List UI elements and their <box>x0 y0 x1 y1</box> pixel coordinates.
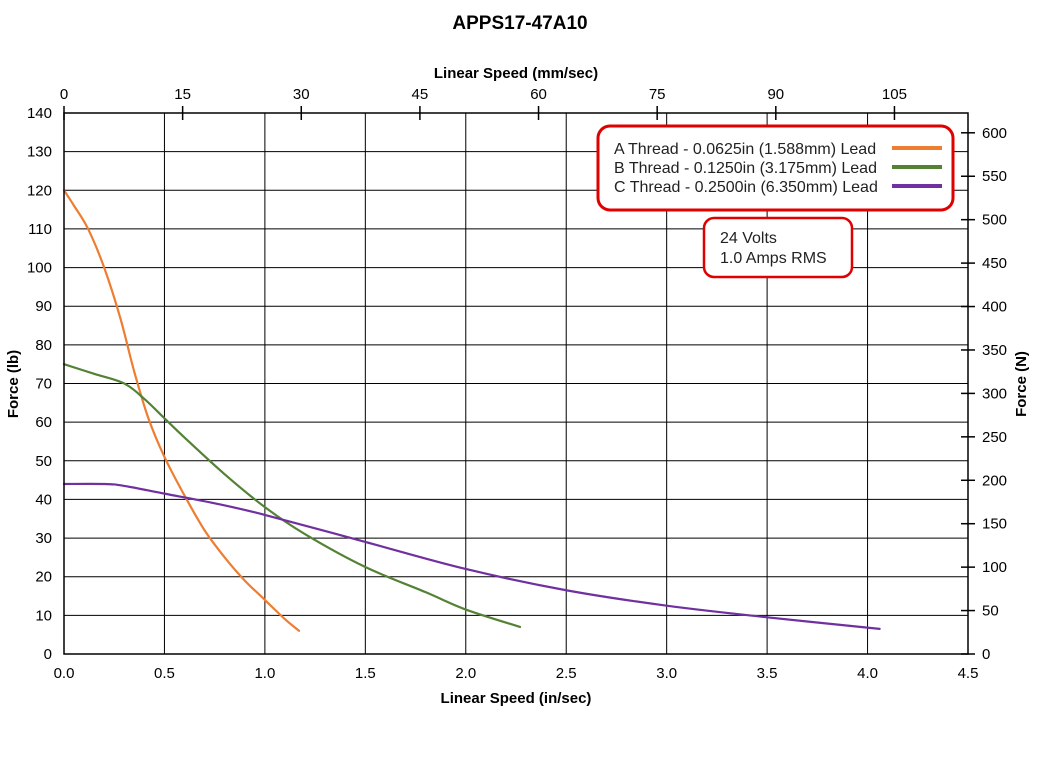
plot-frame <box>63 112 969 655</box>
series-line-b-thread <box>62 363 522 629</box>
y-tick-label: 0 <box>44 646 52 663</box>
y2-tick-label: 250 <box>982 429 1007 446</box>
y-axis-title: Force (lb) <box>5 350 22 418</box>
x-tick-label: 3.5 <box>757 665 778 682</box>
y-tick-label: 70 <box>35 376 52 393</box>
y2-tick-label: 100 <box>982 559 1007 576</box>
series-lines <box>62 189 881 632</box>
legend-entry-a: A Thread - 0.0625in (1.588mm) Lead <box>614 141 876 158</box>
y-tick-label: 50 <box>35 453 52 470</box>
x-tick-label: 3.0 <box>656 665 677 682</box>
y2-tick-label: 0 <box>982 646 990 663</box>
y-tick-label: 10 <box>35 607 52 624</box>
x2-tick-label: 15 <box>174 86 191 103</box>
x-tick-label: 1.5 <box>355 665 376 682</box>
y2-tick-label: 450 <box>982 255 1007 272</box>
x2-tick-label: 30 <box>293 86 310 103</box>
x2-tick-label: 60 <box>530 86 547 103</box>
x-tick-label: 2.0 <box>455 665 476 682</box>
chart-title: APPS17-47A10 <box>452 13 587 34</box>
series-line-a-thread <box>62 189 301 632</box>
x2-tick-label: 90 <box>767 86 784 103</box>
x2-tick-label: 75 <box>649 86 666 103</box>
y2-tick-label: 200 <box>982 472 1007 489</box>
annotation-box <box>702 216 854 279</box>
y-tick-label: 90 <box>35 298 52 315</box>
x-tick-label: 0.5 <box>154 665 175 682</box>
y2-tick-label: 500 <box>982 212 1007 229</box>
x-tick-label: 4.0 <box>857 665 878 682</box>
legend: A Thread - 0.0625in (1.588mm) Lead B Thr… <box>596 124 955 212</box>
x-axis-title: Linear Speed (in/sec) <box>441 690 592 707</box>
y-tick-label: 40 <box>35 491 52 508</box>
y-tick-label: 120 <box>27 182 52 199</box>
x2-axis-title: Linear Speed (mm/sec) <box>434 65 598 82</box>
x2-tick-label: 45 <box>412 86 429 103</box>
y2-tick-label: 400 <box>982 299 1007 316</box>
y2-tick-label: 550 <box>982 168 1007 185</box>
x-tick-label: 4.5 <box>958 665 979 682</box>
y2-tick-label: 600 <box>982 125 1007 142</box>
axes <box>63 106 975 655</box>
y2-tick-label: 300 <box>982 385 1007 402</box>
x-tick-label: 1.0 <box>254 665 275 682</box>
y-tick-label: 140 <box>27 105 52 122</box>
y2-tick-label: 50 <box>982 603 999 620</box>
tick-labels: 0.0 0.5 1.0 1.5 2.0 2.5 3.0 3.5 4.0 4.50102030405… <box>27 86 1007 682</box>
y2-axis-title: Force (N) <box>1013 351 1030 417</box>
y-tick-label: 130 <box>27 144 52 161</box>
y-tick-label: 60 <box>35 414 52 431</box>
legend-box <box>596 124 955 212</box>
y-tick-label: 110 <box>28 221 52 238</box>
legend-entry-b: B Thread - 0.1250in (3.175mm) Lead <box>614 160 877 177</box>
x2-tick-label: 0 <box>60 86 68 103</box>
y2-tick-label: 350 <box>982 342 1007 359</box>
x-tick-label: 2.5 <box>556 665 577 682</box>
x2-tick-label: 105 <box>882 86 907 103</box>
y-tick-label: 30 <box>35 530 52 547</box>
legend-entry-c: C Thread - 0.2500in (6.350mm) Lead <box>614 179 878 196</box>
y-tick-label: 20 <box>35 569 52 586</box>
x-tick-label: 0.0 <box>54 665 75 682</box>
series-line-c-thread <box>62 482 881 630</box>
annotation-voltage: 24 Volts <box>720 230 777 247</box>
y-tick-label: 100 <box>27 260 52 277</box>
y2-tick-label: 150 <box>982 516 1007 533</box>
annotation-current: 1.0 Amps RMS <box>720 250 827 267</box>
annotation: 24 Volts 1.0 Amps RMS <box>702 216 854 279</box>
y-tick-label: 80 <box>35 337 52 354</box>
